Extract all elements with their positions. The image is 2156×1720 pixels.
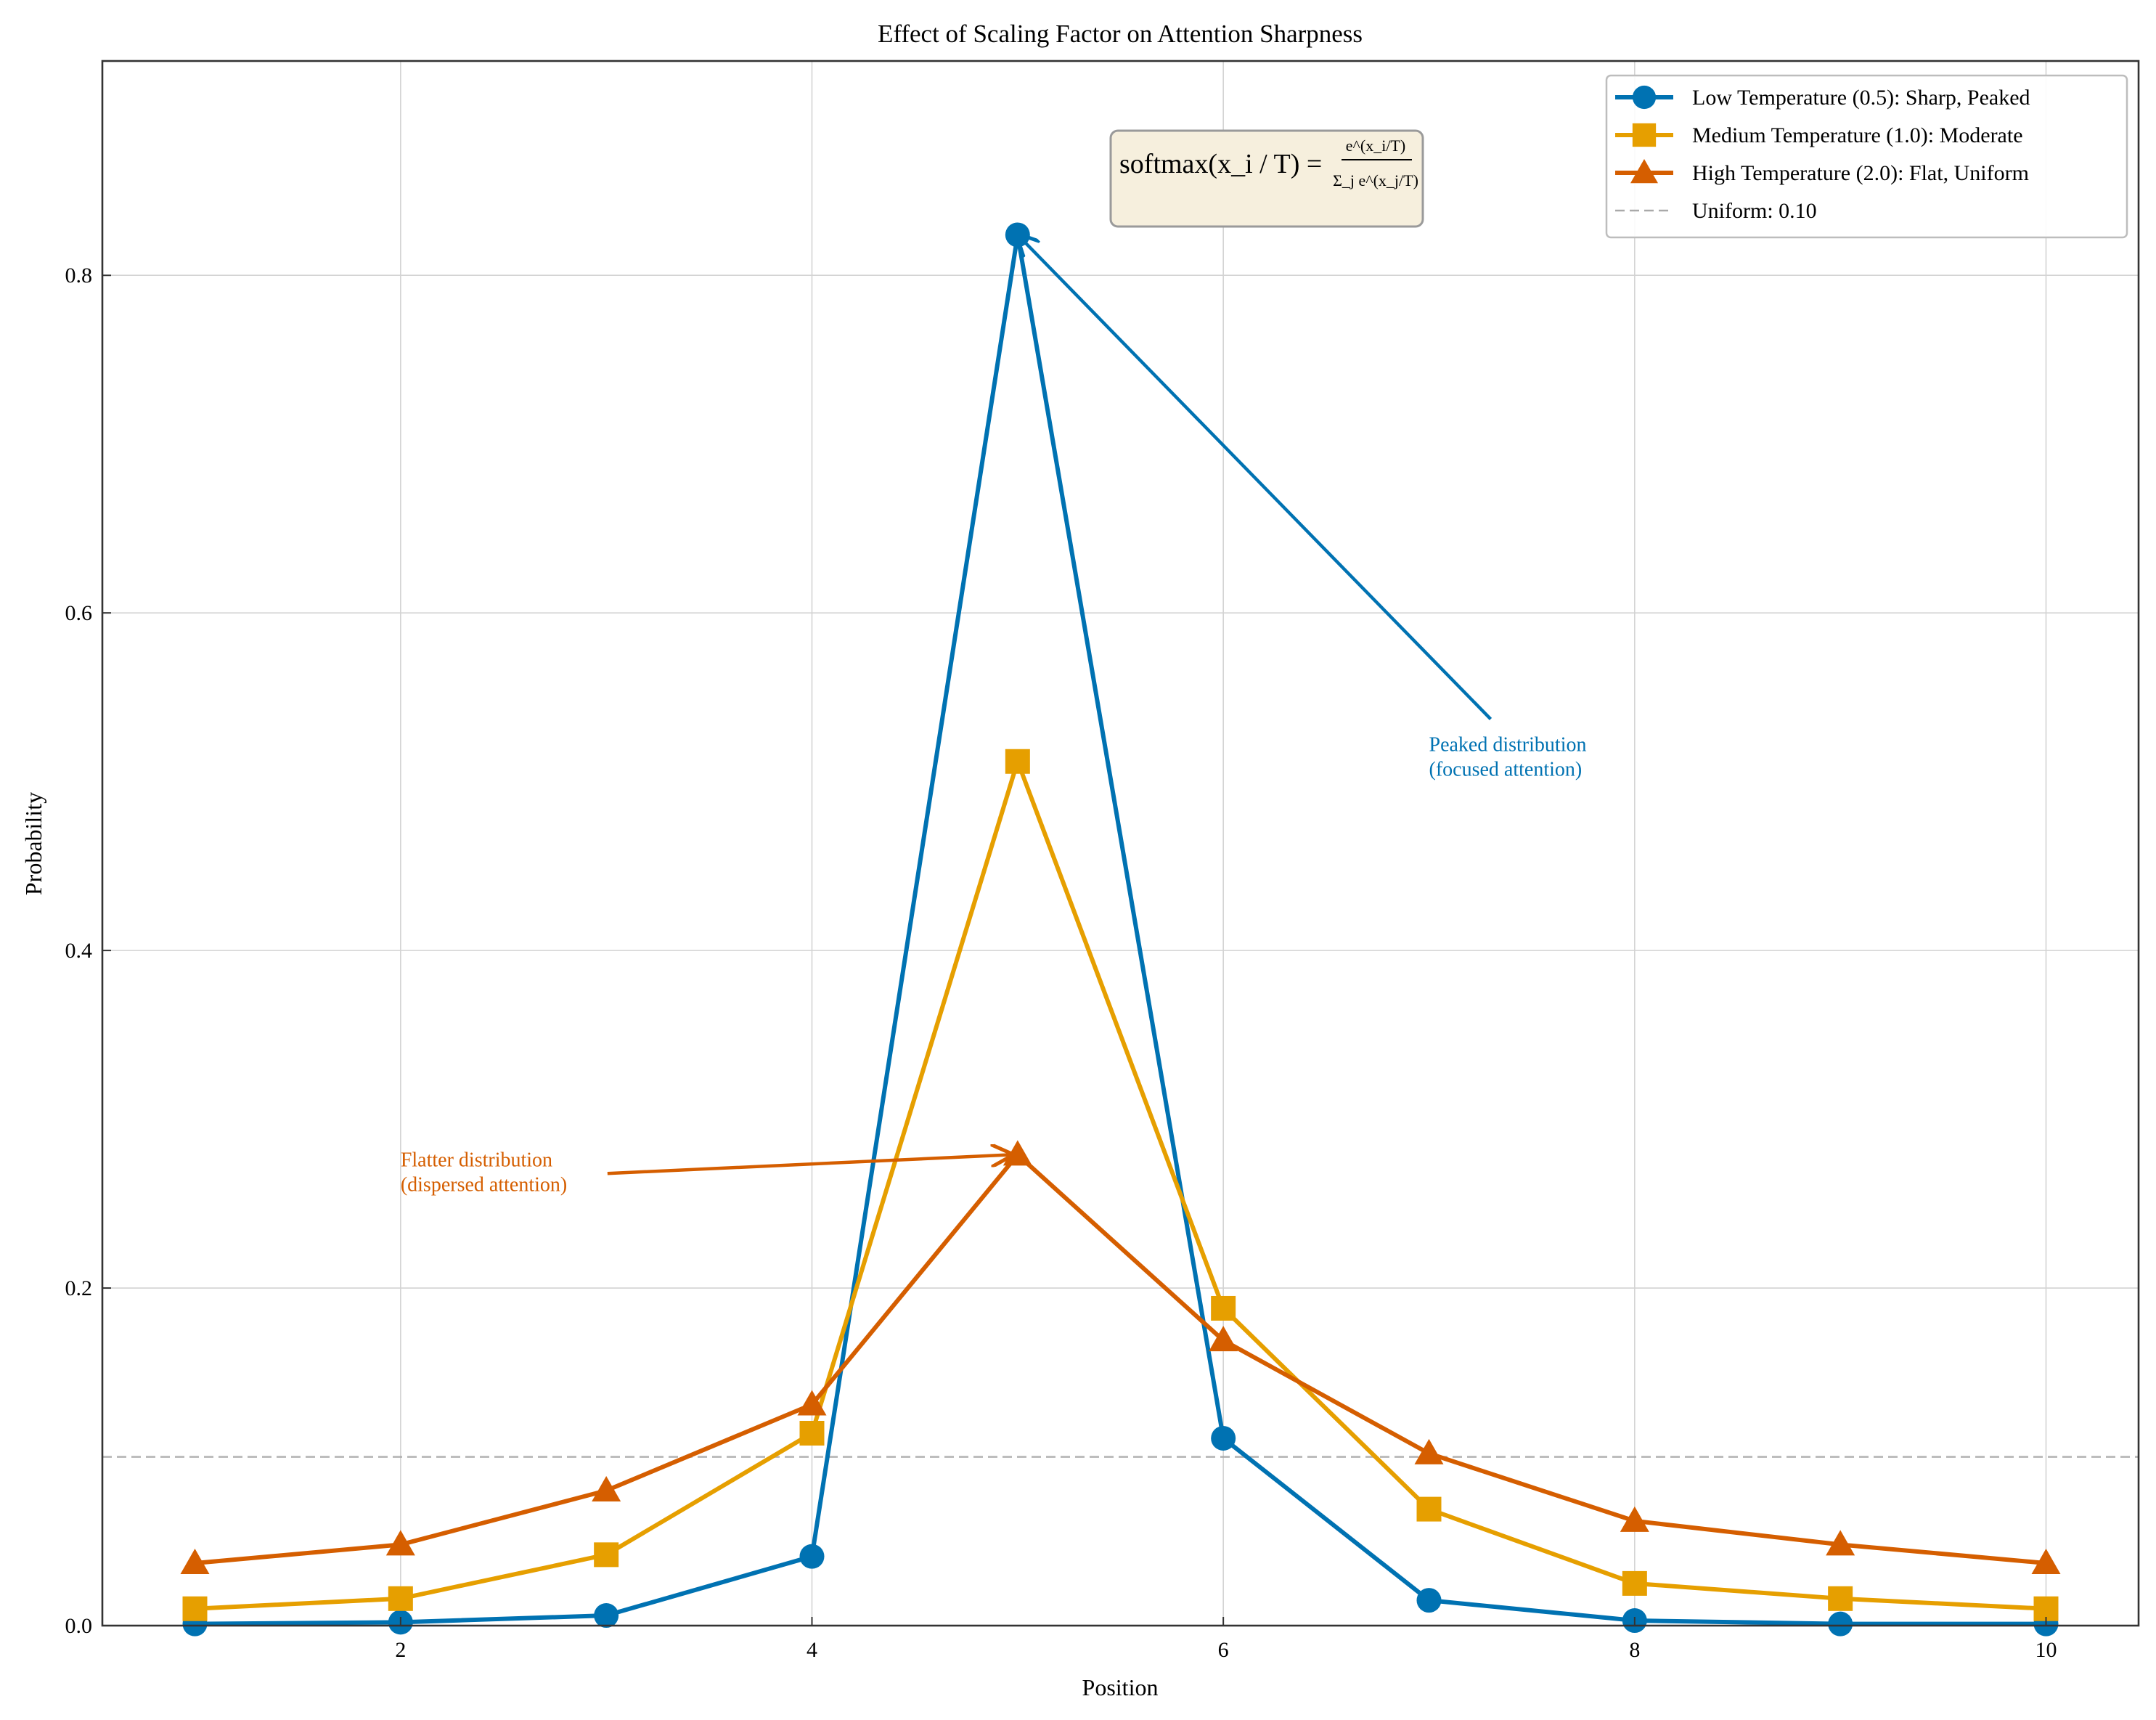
data-point-triangle	[180, 1548, 210, 1574]
series-square	[182, 749, 2059, 1621]
legend-swatch-marker	[1630, 159, 1658, 184]
data-point-square	[1622, 1570, 1647, 1596]
y-tick-label: 0.6	[65, 601, 93, 625]
annotation-arrow	[607, 1154, 1012, 1175]
data-point-circle	[594, 1603, 619, 1629]
annotation-text: (dispersed attention)	[401, 1173, 567, 1196]
data-point-square	[799, 1420, 825, 1446]
annotation-text: Flatter distribution	[401, 1149, 552, 1171]
legend-label: Medium Temperature (1.0): Moderate	[1692, 123, 2023, 147]
legend-label: Low Temperature (0.5): Sharp, Peaked	[1692, 86, 2030, 110]
annotation: Flatter distribution(dispersed attention…	[401, 1149, 1012, 1196]
annotation-text: (focused attention)	[1429, 758, 1583, 780]
data-point-triangle	[2031, 1548, 2061, 1574]
x-axis-title: Position	[1082, 1674, 1159, 1700]
x-tick-label: 10	[2035, 1638, 2057, 1662]
data-point-triangle	[797, 1390, 827, 1416]
formula-box-frame	[1109, 129, 1424, 228]
x-tick-label: 4	[807, 1638, 817, 1662]
series-line	[195, 1152, 2046, 1565]
formula-numerator: e^(x_i/T)	[1346, 136, 1405, 155]
data-point-triangle	[1209, 1326, 1238, 1352]
data-point-square	[1416, 1496, 1442, 1522]
data-point-triangle	[592, 1476, 621, 1502]
legend: Low Temperature (0.5): Sharp, Peaked Medi…	[1605, 74, 2128, 239]
data-point-triangle	[1620, 1506, 1649, 1532]
plot-frame	[101, 60, 2140, 1627]
legend-entry: Low Temperature (0.5): Sharp, Peaked	[1615, 85, 2030, 110]
series-group	[180, 222, 2061, 1637]
legend-label: Uniform: 0.10	[1692, 199, 1817, 223]
annotations-group: Peaked distribution(focused attention) Fl…	[401, 235, 1587, 1196]
legend-label: High Temperature (2.0): Flat, Uniform	[1692, 161, 2029, 185]
y-axis-title: Probability	[20, 792, 46, 895]
annotation-text: Peaked distribution	[1429, 733, 1587, 756]
data-point-square	[594, 1542, 619, 1568]
data-point-triangle	[1826, 1530, 1855, 1556]
x-tick-label: 6	[1218, 1638, 1229, 1662]
y-tick-label: 0.0	[65, 1614, 93, 1638]
formula-denominator: Σ_j e^(x_j/T)	[1333, 171, 1418, 189]
y-tick-label: 0.4	[65, 939, 93, 963]
series-line	[195, 759, 2046, 1611]
data-point-triangle	[385, 1530, 415, 1556]
data-point-triangle	[1414, 1438, 1444, 1464]
data-point-circle	[1416, 1588, 1442, 1613]
data-point-circle	[799, 1544, 825, 1569]
annotation-arrow	[1018, 235, 1493, 720]
formula-lhs: softmax(x_i / T) =	[1119, 149, 1322, 179]
data-point-square	[1211, 1295, 1236, 1321]
legend-entry: Uniform: 0.10	[1615, 199, 1817, 223]
ticks-group: 2 4 6 8 10 0.0 0.2 0.4 0.6 0.8	[65, 264, 2057, 1662]
x-tick-label: 2	[395, 1638, 406, 1662]
formula-box: softmax(x_i / T) = e^(x_i/T) Σ_j e^(x_j/…	[1109, 129, 1424, 228]
y-tick-label: 0.8	[65, 264, 93, 288]
series-line	[195, 232, 2046, 1626]
legend-entry: Medium Temperature (1.0): Moderate	[1615, 123, 2023, 147]
chart-title: Effect of Scaling Factor on Attention Sh…	[878, 20, 1363, 48]
data-point-square	[182, 1596, 208, 1621]
legend-frame	[1605, 74, 2128, 239]
data-point-circle	[1828, 1611, 1853, 1637]
x-tick-label: 8	[1629, 1638, 1640, 1662]
legend-swatch-marker	[1632, 123, 1657, 147]
legend-swatch-marker	[1632, 85, 1657, 110]
data-point-square	[1828, 1586, 1853, 1611]
data-point-square	[1005, 749, 1030, 774]
annotation: Peaked distribution(focused attention)	[1018, 235, 1587, 780]
data-point-square	[388, 1586, 413, 1611]
legend-entry: High Temperature (2.0): Flat, Uniform	[1615, 159, 2029, 185]
data-point-circle	[1211, 1425, 1236, 1451]
y-tick-label: 0.2	[65, 1276, 93, 1300]
